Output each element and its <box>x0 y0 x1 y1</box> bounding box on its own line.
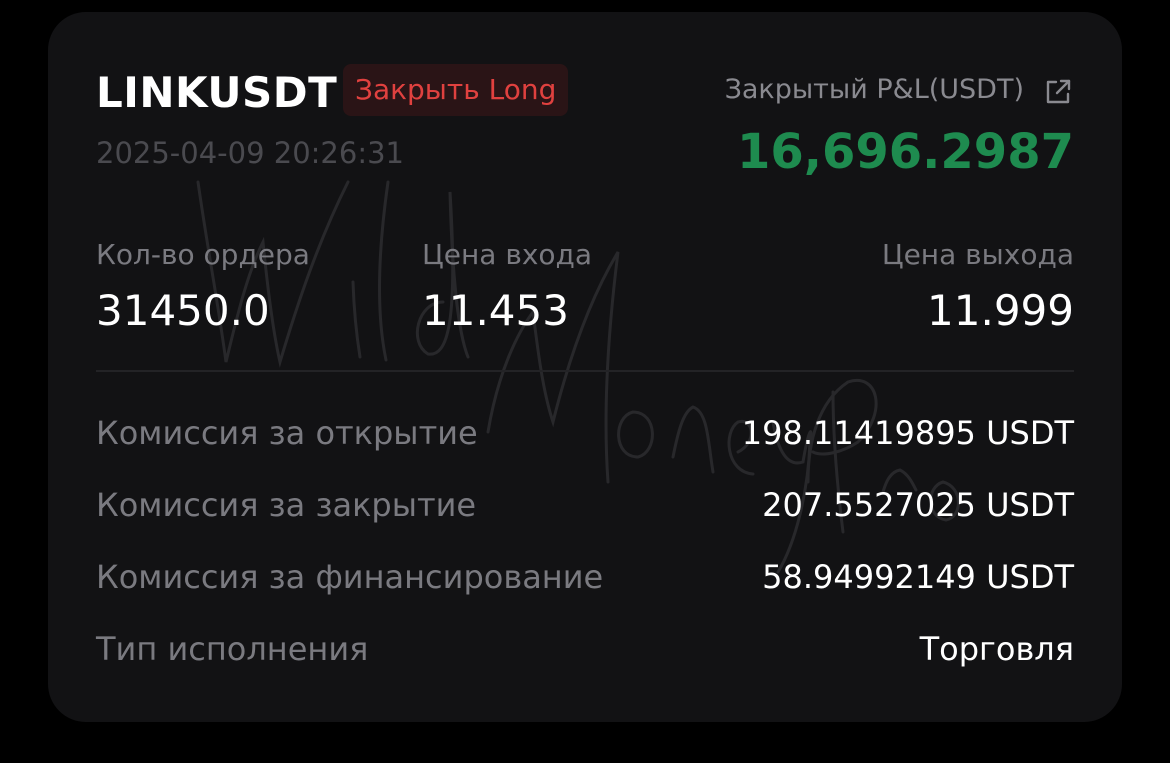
closed-pnl-value: 16,696.2987 <box>736 124 1074 180</box>
closing-fee-label: Комиссия за закрытие <box>96 486 477 524</box>
section-divider <box>96 370 1074 372</box>
order-qty-label: Кол-во ордера <box>96 238 310 271</box>
entry-price-label: Цена входа <box>422 238 593 271</box>
funding-fee-label: Комиссия за финансирование <box>96 558 604 596</box>
external-link-icon[interactable] <box>1042 76 1074 108</box>
exit-price-label: Цена выхода <box>881 238 1074 271</box>
opening-fee-label: Комиссия за открытие <box>96 414 478 452</box>
order-qty-value: 31450.0 <box>96 286 270 335</box>
execution-type-label: Тип исполнения <box>96 630 369 668</box>
closed-pnl-label: Закрытый P&L(USDT) <box>724 74 1024 105</box>
funding-fee-value: 58.94992149 USDT <box>762 558 1074 596</box>
trading-pair-title: LINKUSDT <box>96 68 338 117</box>
funding-fee-row: Комиссия за финансирование 58.94992149 U… <box>96 558 1074 602</box>
execution-type-row: Тип исполнения Торговля <box>96 630 1074 674</box>
close-long-badge: Закрыть Long <box>343 64 569 116</box>
entry-price-value: 11.453 <box>422 286 569 335</box>
opening-fee-value: 198.11419895 USDT <box>741 414 1074 452</box>
trade-timestamp: 2025-04-09 20:26:31 <box>96 136 404 170</box>
exit-price-value: 11.999 <box>927 286 1074 335</box>
closing-fee-value: 207.5527025 USDT <box>762 486 1074 524</box>
opening-fee-row: Комиссия за открытие 198.11419895 USDT <box>96 414 1074 458</box>
watermark-logo <box>196 180 960 574</box>
trade-detail-card: LINKUSDT Закрыть Long 2025-04-09 20:26:3… <box>48 12 1122 722</box>
execution-type-value: Торговля <box>919 630 1074 668</box>
closing-fee-row: Комиссия за закрытие 207.5527025 USDT <box>96 486 1074 530</box>
